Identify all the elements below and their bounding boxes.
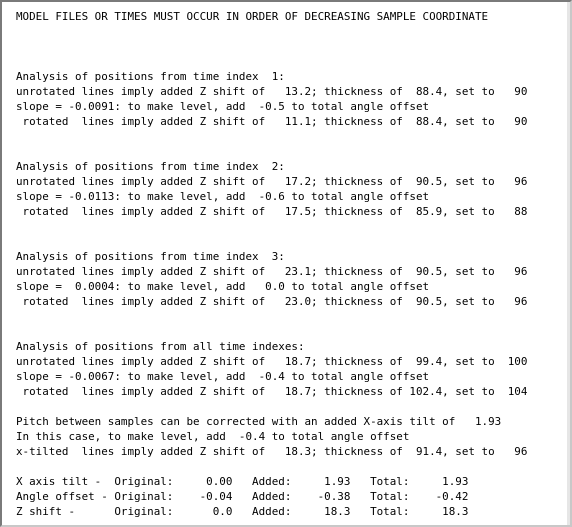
section-heading: Analysis of positions from all time inde… [16,340,305,353]
slope-line: slope = -0.0067: to make level, add -0.4… [16,370,430,383]
blank-line [16,399,570,414]
unrotated-line: unrotated lines imply added Z shift of 2… [16,265,528,278]
blank-line [16,24,570,39]
blank-line [16,129,570,144]
blank-line [16,459,570,474]
summary-x-axis-tilt: X axis tilt - Original: 0.00 Added: 1.93… [16,475,469,488]
slope-line: slope = 0.0004: to make level, add 0.0 t… [16,280,430,293]
section-heading: Analysis of positions from time index 1: [16,70,285,83]
summary-angle-offset: Angle offset - Original: -0.04 Added: -0… [16,490,469,503]
blank-line [16,219,570,234]
summary-z-shift: Z shift - Original: 0.0 Added: 18.3 Tota… [16,505,469,518]
blank-line [16,39,570,54]
unrotated-line: unrotated lines imply added Z shift of 1… [16,175,528,188]
scrollbar[interactable] [567,2,570,525]
rotated-line: rotated lines imply added Z shift of 18.… [16,385,528,398]
blank-line [16,324,570,339]
log-output: MODEL FILES OR TIMES MUST OCCUR IN ORDER… [2,2,570,519]
blank-line [16,234,570,249]
section-heading: Analysis of positions from time index 2: [16,160,285,173]
blank-line [16,309,570,324]
pitch-line: Pitch between samples can be corrected w… [16,415,502,428]
blank-line [16,144,570,159]
rotated-line: rotated lines imply added Z shift of 17.… [16,205,528,218]
blank-line [16,54,570,69]
unrotated-line: unrotated lines imply added Z shift of 1… [16,85,528,98]
x-tilted-line: x-tilted lines imply added Z shift of 18… [16,445,528,458]
level-line: In this case, to make level, add -0.4 to… [16,430,410,443]
slope-line: slope = -0.0113: to make level, add -0.6… [16,190,430,203]
slope-line: slope = -0.0091: to make level, add -0.5… [16,100,430,113]
section-heading: Analysis of positions from time index 3: [16,250,285,263]
rotated-line: rotated lines imply added Z shift of 23.… [16,295,528,308]
rotated-line: rotated lines imply added Z shift of 11.… [16,115,528,128]
header-line: MODEL FILES OR TIMES MUST OCCUR IN ORDER… [16,10,489,23]
unrotated-line: unrotated lines imply added Z shift of 1… [16,355,528,368]
